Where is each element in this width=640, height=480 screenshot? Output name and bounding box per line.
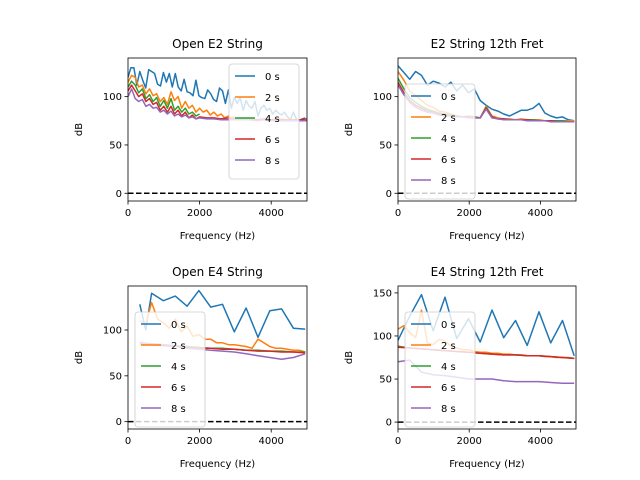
series-line-2s <box>128 74 236 119</box>
legend-entry-label: 8 s <box>441 176 456 187</box>
legend-entry-label: 8 s <box>441 404 456 415</box>
legend: 0 s 2 s 4 s 6 s 8 s <box>134 311 206 428</box>
series-line-0s <box>139 289 306 339</box>
legend-entry-label: 0 s <box>441 320 456 331</box>
legend-box <box>404 83 476 200</box>
legend-entry-label: 4 s <box>265 114 280 125</box>
axes-frame <box>127 57 308 202</box>
x-axis-label: Frequency (Hz) <box>449 459 525 470</box>
legend-entry-label: 4 s <box>171 362 186 373</box>
y-tick-label: 100 <box>103 92 122 103</box>
legend-entry-label: 0 s <box>441 92 456 103</box>
chart-title: Open E4 String <box>172 265 263 279</box>
legend: 0 s 2 s 4 s 6 s 8 s <box>228 63 300 180</box>
legend-entry-label: 8 s <box>265 156 280 167</box>
axes-frame <box>397 285 577 430</box>
chart-title: E2 String 12th Fret <box>431 37 544 51</box>
y-tick-label: 50 <box>109 371 122 382</box>
y-tick-label: 100 <box>373 331 392 342</box>
legend-entry-label: 0 s <box>171 320 186 331</box>
y-tick-label: 0 <box>116 189 122 200</box>
legend-box <box>134 311 206 428</box>
x-tick-label: 0 <box>395 208 401 219</box>
legend-box <box>404 311 476 428</box>
subplot-2: E2 String 12th Fret 0 2000 4000 0 50 100 Freque… <box>344 37 577 242</box>
legend-entry-label: 4 s <box>441 362 456 373</box>
x-tick-label: 4000 <box>528 208 553 219</box>
subplot-3: Open E4 String 0 2000 4000 0 50 100 Frequency (… <box>74 265 308 470</box>
x-tick-label: 2000 <box>456 436 481 447</box>
x-tick-label: 2000 <box>456 208 481 219</box>
y-tick-label: 150 <box>373 288 392 299</box>
chart-title: E4 String 12th Fret <box>431 265 544 279</box>
axes-frame <box>127 285 308 430</box>
legend-entry-label: 6 s <box>441 383 456 394</box>
y-axis-label: dB <box>344 351 355 364</box>
subplot-1: Open E2 String 0 2000 4000 0 50 100 Frequency (… <box>74 37 308 242</box>
legend-entry-label: 6 s <box>171 383 186 394</box>
x-tick-label: 0 <box>125 436 131 447</box>
legend-entry-label: 6 s <box>441 155 456 166</box>
y-axis-label: dB <box>74 351 85 364</box>
legend-entry-label: 2 s <box>441 113 456 124</box>
legend-entry-label: 4 s <box>441 134 456 145</box>
x-tick-label: 4000 <box>528 436 553 447</box>
x-axis-label: Frequency (Hz) <box>180 459 256 470</box>
y-axis-label: dB <box>74 123 85 136</box>
series-line-4s <box>128 80 200 117</box>
x-tick-label: 4000 <box>258 208 283 219</box>
y-tick-label: 100 <box>373 92 392 103</box>
legend-entry-label: 0 s <box>265 72 280 83</box>
legend-entry-label: 2 s <box>441 341 456 352</box>
axes-frame <box>397 57 577 202</box>
x-tick-label: 0 <box>395 436 401 447</box>
y-tick-label: 0 <box>386 189 392 200</box>
y-tick-label: 0 <box>386 418 392 429</box>
x-tick-label: 2000 <box>187 436 212 447</box>
x-tick-label: 2000 <box>187 208 212 219</box>
x-axis-label: Frequency (Hz) <box>180 231 256 242</box>
x-axis-label: Frequency (Hz) <box>449 231 525 242</box>
legend: 0 s 2 s 4 s 6 s 8 s <box>404 83 476 200</box>
y-tick-label: 50 <box>379 140 392 151</box>
subplot-4: E4 String 12th Fret 0 2000 4000 0 50 100 150 Fre… <box>344 265 577 470</box>
y-tick-label: 100 <box>103 326 122 337</box>
legend-box <box>228 63 300 180</box>
chart-title: Open E2 String <box>172 37 263 51</box>
x-tick-label: 4000 <box>258 436 283 447</box>
legend: 0 s 2 s 4 s 6 s 8 s <box>404 311 476 428</box>
legend-entry-label: 2 s <box>171 341 186 352</box>
y-tick-label: 50 <box>379 375 392 386</box>
y-tick-label: 0 <box>116 417 122 428</box>
legend-entry-label: 8 s <box>171 404 186 415</box>
x-tick-label: 0 <box>125 208 131 219</box>
legend-entry-label: 6 s <box>265 135 280 146</box>
legend-entry-label: 2 s <box>265 93 280 104</box>
y-axis-label: dB <box>344 123 355 136</box>
y-tick-label: 50 <box>109 140 122 151</box>
